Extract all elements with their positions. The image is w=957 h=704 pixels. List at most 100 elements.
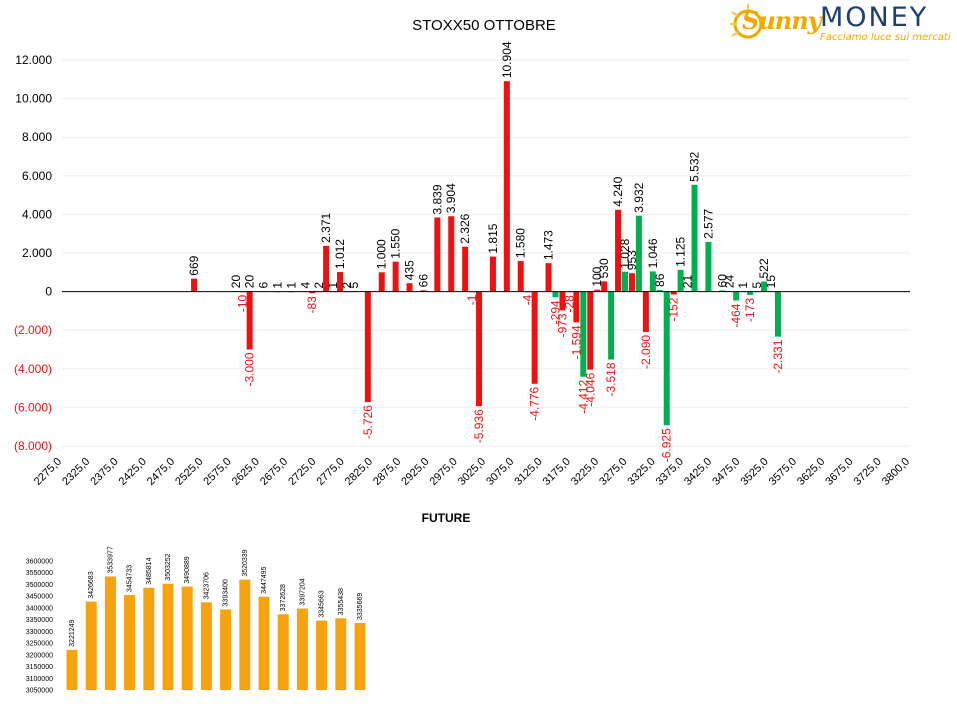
bar bbox=[656, 289, 663, 292]
bar bbox=[601, 281, 608, 292]
bar bbox=[761, 281, 768, 292]
bar bbox=[448, 216, 455, 292]
data-label: -3.518 bbox=[604, 362, 618, 396]
x-tick-label: 3475,0 bbox=[710, 456, 742, 488]
data-label: 1.580 bbox=[514, 228, 528, 258]
data-label: 1.815 bbox=[486, 223, 500, 253]
x-tick-label: 2775,0 bbox=[315, 456, 347, 488]
bar bbox=[663, 291, 670, 426]
data-label: 3.904 bbox=[444, 183, 458, 213]
future-bar bbox=[104, 576, 116, 690]
y-tick-label: 2.000 bbox=[22, 246, 52, 260]
bar bbox=[747, 291, 754, 295]
future-data-label: 3490889 bbox=[184, 556, 191, 583]
future-bar bbox=[277, 614, 289, 690]
x-tick-label: 2525,0 bbox=[173, 456, 205, 488]
future-data-label: 3335669 bbox=[357, 593, 364, 620]
x-tick-label: 3075,0 bbox=[484, 456, 516, 488]
x-tick-label: 2375,0 bbox=[88, 456, 120, 488]
future-bar bbox=[316, 620, 328, 690]
data-label: -2.331 bbox=[771, 339, 785, 373]
bar bbox=[246, 291, 253, 350]
future-y-tick-label: 3050000 bbox=[26, 688, 53, 695]
logo-word-money: MONEY bbox=[820, 2, 929, 33]
bar bbox=[649, 271, 656, 292]
future-data-label: 3345663 bbox=[319, 590, 326, 617]
future-bar bbox=[181, 586, 193, 690]
bar bbox=[608, 291, 615, 360]
future-bar bbox=[335, 618, 347, 690]
future-y-tick-label: 3550000 bbox=[26, 570, 53, 577]
y-tick-label: (6.000) bbox=[14, 400, 52, 414]
gridlines bbox=[62, 59, 910, 447]
future-bar bbox=[66, 649, 78, 690]
future-data-label: 3520339 bbox=[242, 549, 249, 576]
data-label: 3.839 bbox=[430, 184, 444, 214]
x-tick-label: 2425,0 bbox=[117, 456, 149, 488]
bar bbox=[635, 215, 642, 292]
x-tick-label: 3425,0 bbox=[682, 456, 714, 488]
x-tick-label: 3275,0 bbox=[597, 456, 629, 488]
data-label: 530 bbox=[597, 258, 611, 278]
x-tick-label: 2875,0 bbox=[371, 456, 403, 488]
logo-tagline: Facciamo luce sui mercati bbox=[820, 32, 951, 43]
bar bbox=[309, 291, 316, 294]
data-label: 2.326 bbox=[458, 213, 472, 243]
data-label: 1.046 bbox=[646, 238, 660, 268]
bar bbox=[434, 217, 441, 292]
data-label: -10 bbox=[236, 294, 250, 312]
data-label: 66 bbox=[416, 274, 430, 288]
bar bbox=[420, 290, 427, 292]
bar bbox=[719, 290, 726, 292]
x-tick-label: 3125,0 bbox=[512, 456, 544, 488]
bar bbox=[677, 269, 684, 292]
future-data-label: 3485814 bbox=[146, 557, 153, 584]
y-tick-label: (4.000) bbox=[14, 362, 52, 376]
data-label: 21 bbox=[681, 275, 695, 289]
x-tick-label: 3175,0 bbox=[541, 456, 573, 488]
future-data-label: 3533977 bbox=[107, 546, 114, 573]
future-y-tick-label: 3200000 bbox=[26, 652, 53, 659]
future-data-label: 3426683 bbox=[88, 571, 95, 598]
x-tick-label: 2325,0 bbox=[60, 456, 92, 488]
data-label: 1.028 bbox=[618, 238, 632, 268]
future-y-tick-label: 3500000 bbox=[26, 582, 53, 589]
data-label: -83 bbox=[305, 296, 319, 314]
bar bbox=[337, 272, 344, 292]
data-label: 3.932 bbox=[632, 182, 646, 212]
future-y-tick-label: 3150000 bbox=[26, 664, 53, 671]
future-bar bbox=[258, 596, 270, 690]
data-label: 6 bbox=[257, 281, 271, 288]
x-tick-label: 3675,0 bbox=[823, 456, 855, 488]
y-tick-label: 4.000 bbox=[22, 207, 52, 221]
future-data-label: 3454733 bbox=[127, 565, 134, 592]
data-label: 60 bbox=[715, 274, 729, 288]
data-label: 522 bbox=[757, 258, 771, 278]
future-y-tick-label: 3400000 bbox=[26, 605, 53, 612]
data-label: 1 bbox=[284, 282, 298, 289]
x-tick-label: 3325,0 bbox=[625, 456, 657, 488]
sunny-money-logo: Sunny MONEY Facciamo luce sui mercati bbox=[728, 2, 951, 48]
data-label: 86 bbox=[653, 273, 667, 287]
y-tick-label: (2.000) bbox=[14, 323, 52, 337]
data-label: -973 bbox=[555, 313, 569, 337]
data-label: -28 bbox=[562, 295, 576, 313]
future-data-labels: 3221249 3426683 3533977 3454733 3485814 35032… bbox=[69, 546, 364, 647]
x-tick-label: 2575,0 bbox=[201, 456, 233, 488]
y-tick-label: 12.000 bbox=[15, 53, 52, 67]
x-axis: 2275,02325,02375,02425,02475,02525,02575… bbox=[32, 456, 912, 488]
future-bar bbox=[354, 622, 366, 690]
x-tick-label: 3525,0 bbox=[739, 456, 771, 488]
x-tick-label: 3725,0 bbox=[852, 456, 884, 488]
bar bbox=[545, 263, 552, 292]
future-y-axis: 3600000 3550000 3500000 3450000 3400000 33500… bbox=[26, 559, 53, 695]
bar bbox=[364, 291, 371, 403]
future-y-tick-label: 3350000 bbox=[26, 617, 53, 624]
bar bbox=[573, 291, 580, 323]
data-label: 2.371 bbox=[319, 212, 333, 242]
y-tick-label: 10.000 bbox=[15, 92, 52, 106]
data-label: 1 bbox=[270, 282, 284, 289]
data-label: 953 bbox=[625, 250, 639, 270]
future-y-tick-label: 3250000 bbox=[26, 641, 53, 648]
